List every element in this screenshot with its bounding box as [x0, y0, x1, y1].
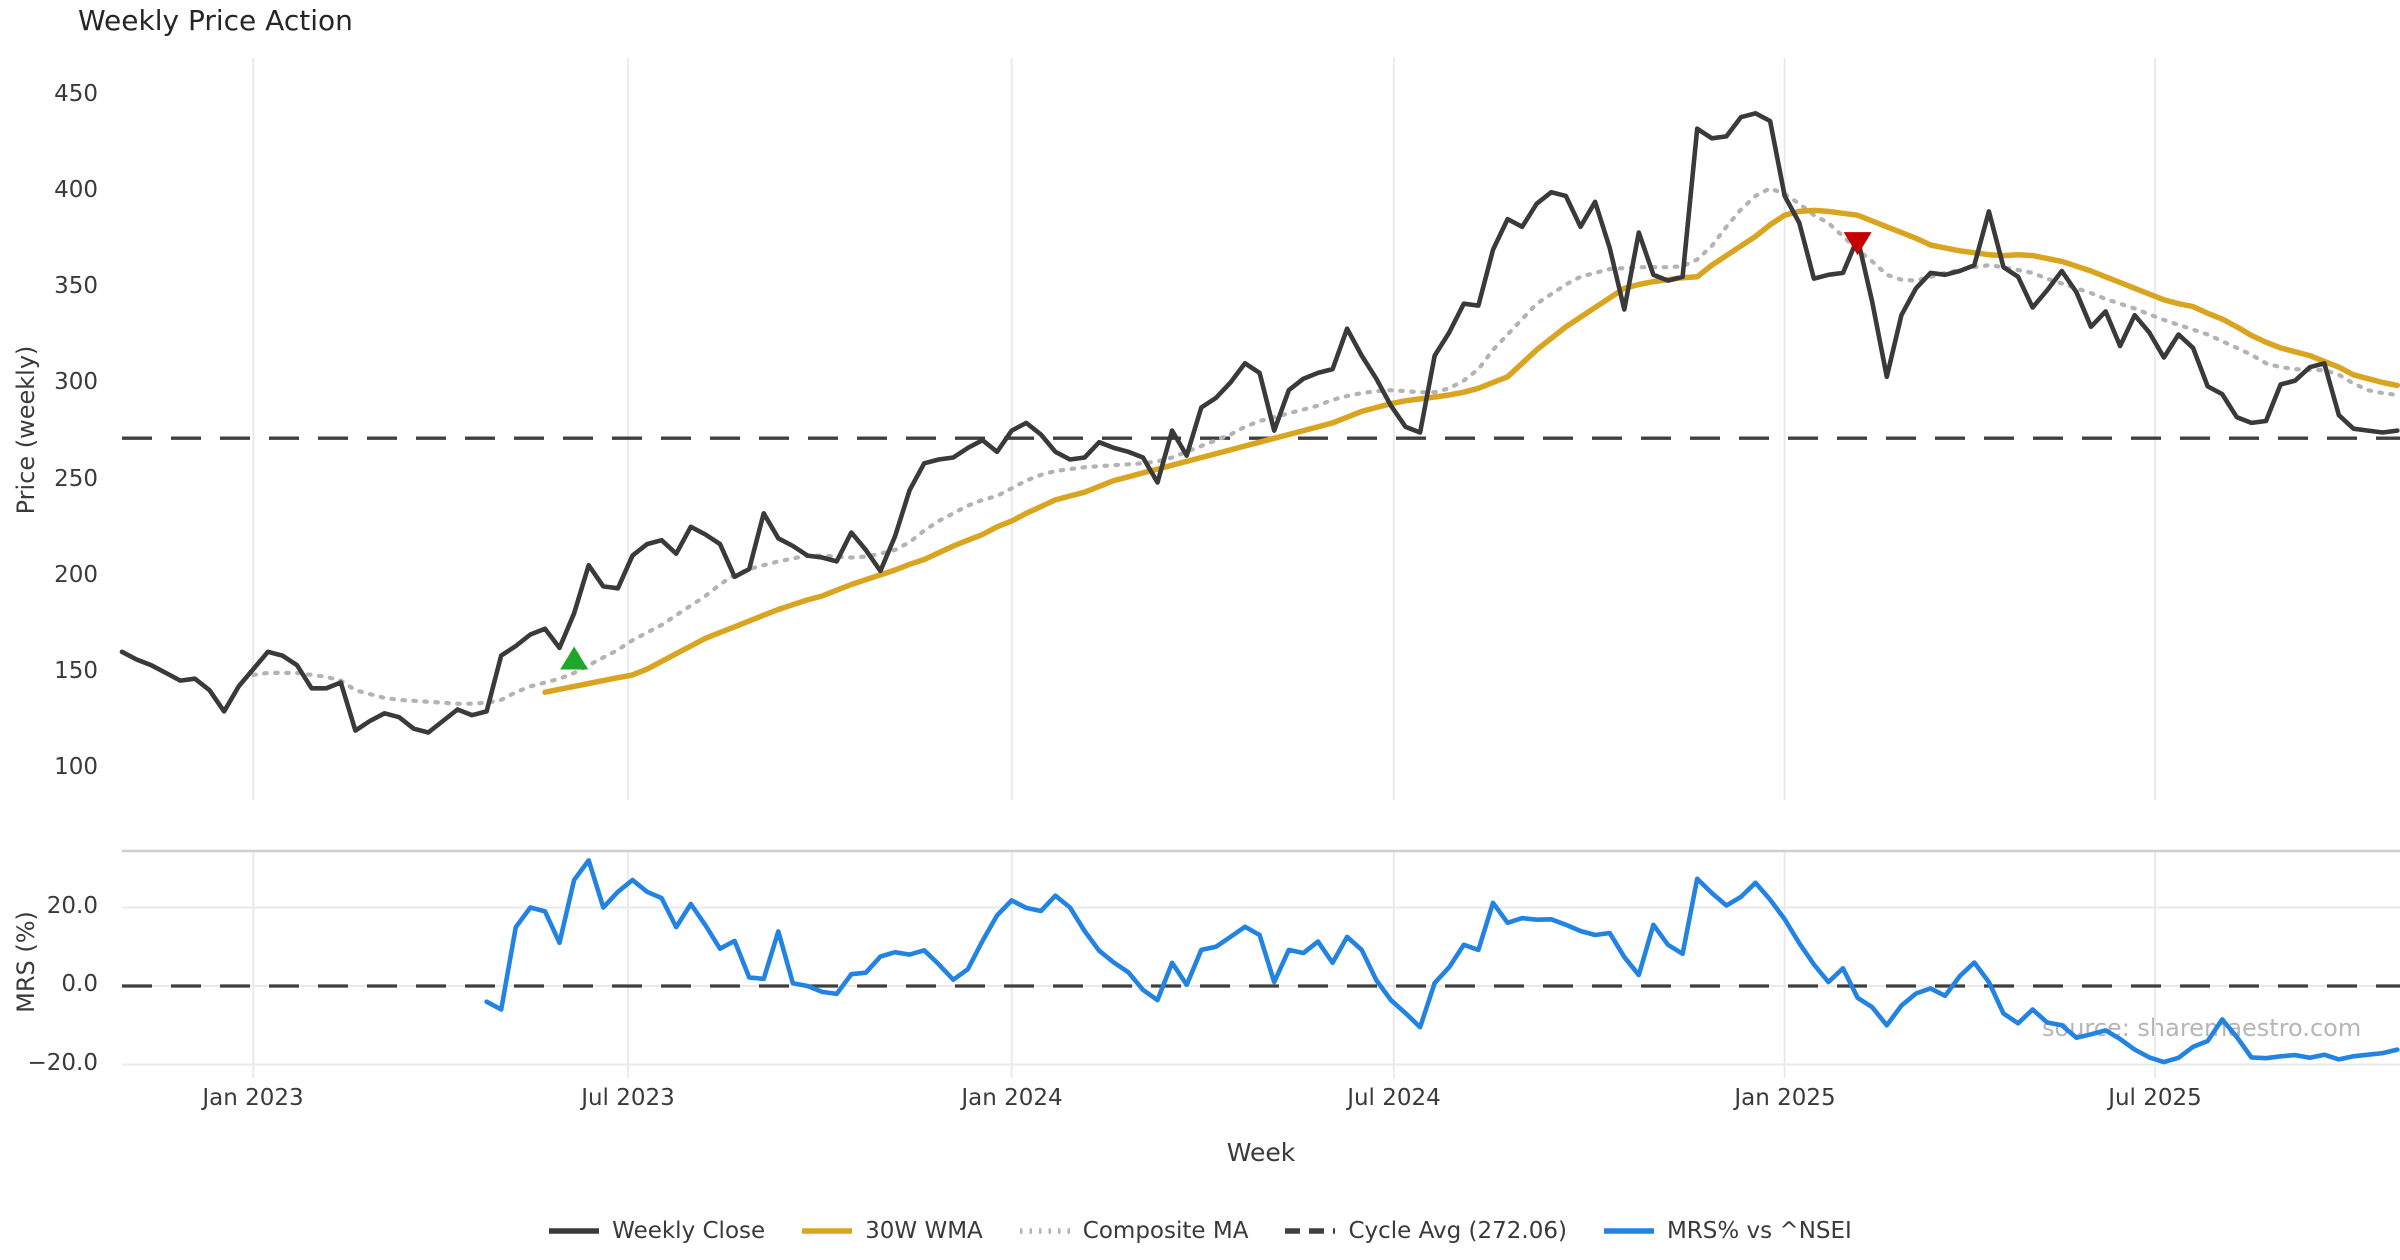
xtick: Jan 2024 — [961, 1085, 1063, 1111]
legend-item: Composite MA — [1019, 1218, 1249, 1244]
mrs-line — [484, 858, 2400, 1065]
legend-item: MRS% vs ^NSEI — [1603, 1218, 1852, 1244]
mrs-ytick: −20.0 — [27, 1050, 98, 1076]
price-ytick: 150 — [54, 658, 98, 684]
mrs-ytick: 0.0 — [61, 971, 98, 997]
legend-label: Weekly Close — [612, 1218, 766, 1244]
chart-title: Weekly Price Action — [78, 4, 353, 37]
legend-swatch-solid — [802, 1228, 853, 1234]
legend-label: MRS% vs ^NSEI — [1666, 1218, 1852, 1244]
price-ytick: 350 — [54, 273, 98, 299]
mrs-ytick: 20.0 — [46, 893, 98, 919]
legend-item: 30W WMA — [801, 1218, 983, 1244]
legend-swatch-solid — [1603, 1228, 1654, 1234]
legend-item: Cycle Avg (272.06) — [1284, 1218, 1567, 1244]
price-ytick: 300 — [54, 369, 98, 395]
weekly-close-line — [119, 111, 2400, 735]
xtick: Jan 2025 — [1734, 1085, 1836, 1111]
price-ytick: 400 — [54, 177, 98, 203]
legend: Weekly Close 30W WMA Composite MA Cycle Avg… — [0, 1218, 2400, 1244]
price-ytick: 450 — [54, 81, 98, 107]
xtick: Jul 2025 — [2108, 1085, 2202, 1111]
buy-marker — [560, 646, 589, 670]
price-ytick: 100 — [54, 754, 98, 780]
price-ytick: 250 — [54, 466, 98, 492]
x-axis-label: Week — [1226, 1138, 1296, 1167]
composite-ma-line — [251, 186, 2400, 706]
xtick: Jul 2023 — [581, 1085, 675, 1111]
xtick: Jul 2024 — [1347, 1085, 1441, 1111]
wma-30w-line — [542, 207, 2400, 695]
legend-label: Cycle Avg (272.06) — [1348, 1218, 1567, 1244]
legend-swatch-solid — [549, 1228, 600, 1234]
legend-label: Composite MA — [1082, 1218, 1249, 1244]
legend-swatch-dashed — [1285, 1228, 1336, 1234]
price-ytick: 200 — [54, 562, 98, 588]
legend-item: Weekly Close — [548, 1218, 765, 1244]
xtick: Jan 2023 — [202, 1085, 304, 1111]
sell-marker — [1843, 232, 1872, 256]
legend-swatch-dotted — [1019, 1228, 1070, 1234]
legend-label: 30W WMA — [865, 1218, 983, 1244]
watermark: source: sharemaestro.com — [2042, 1014, 2362, 1042]
mrs-axis-label: MRS (%) — [12, 911, 40, 1013]
